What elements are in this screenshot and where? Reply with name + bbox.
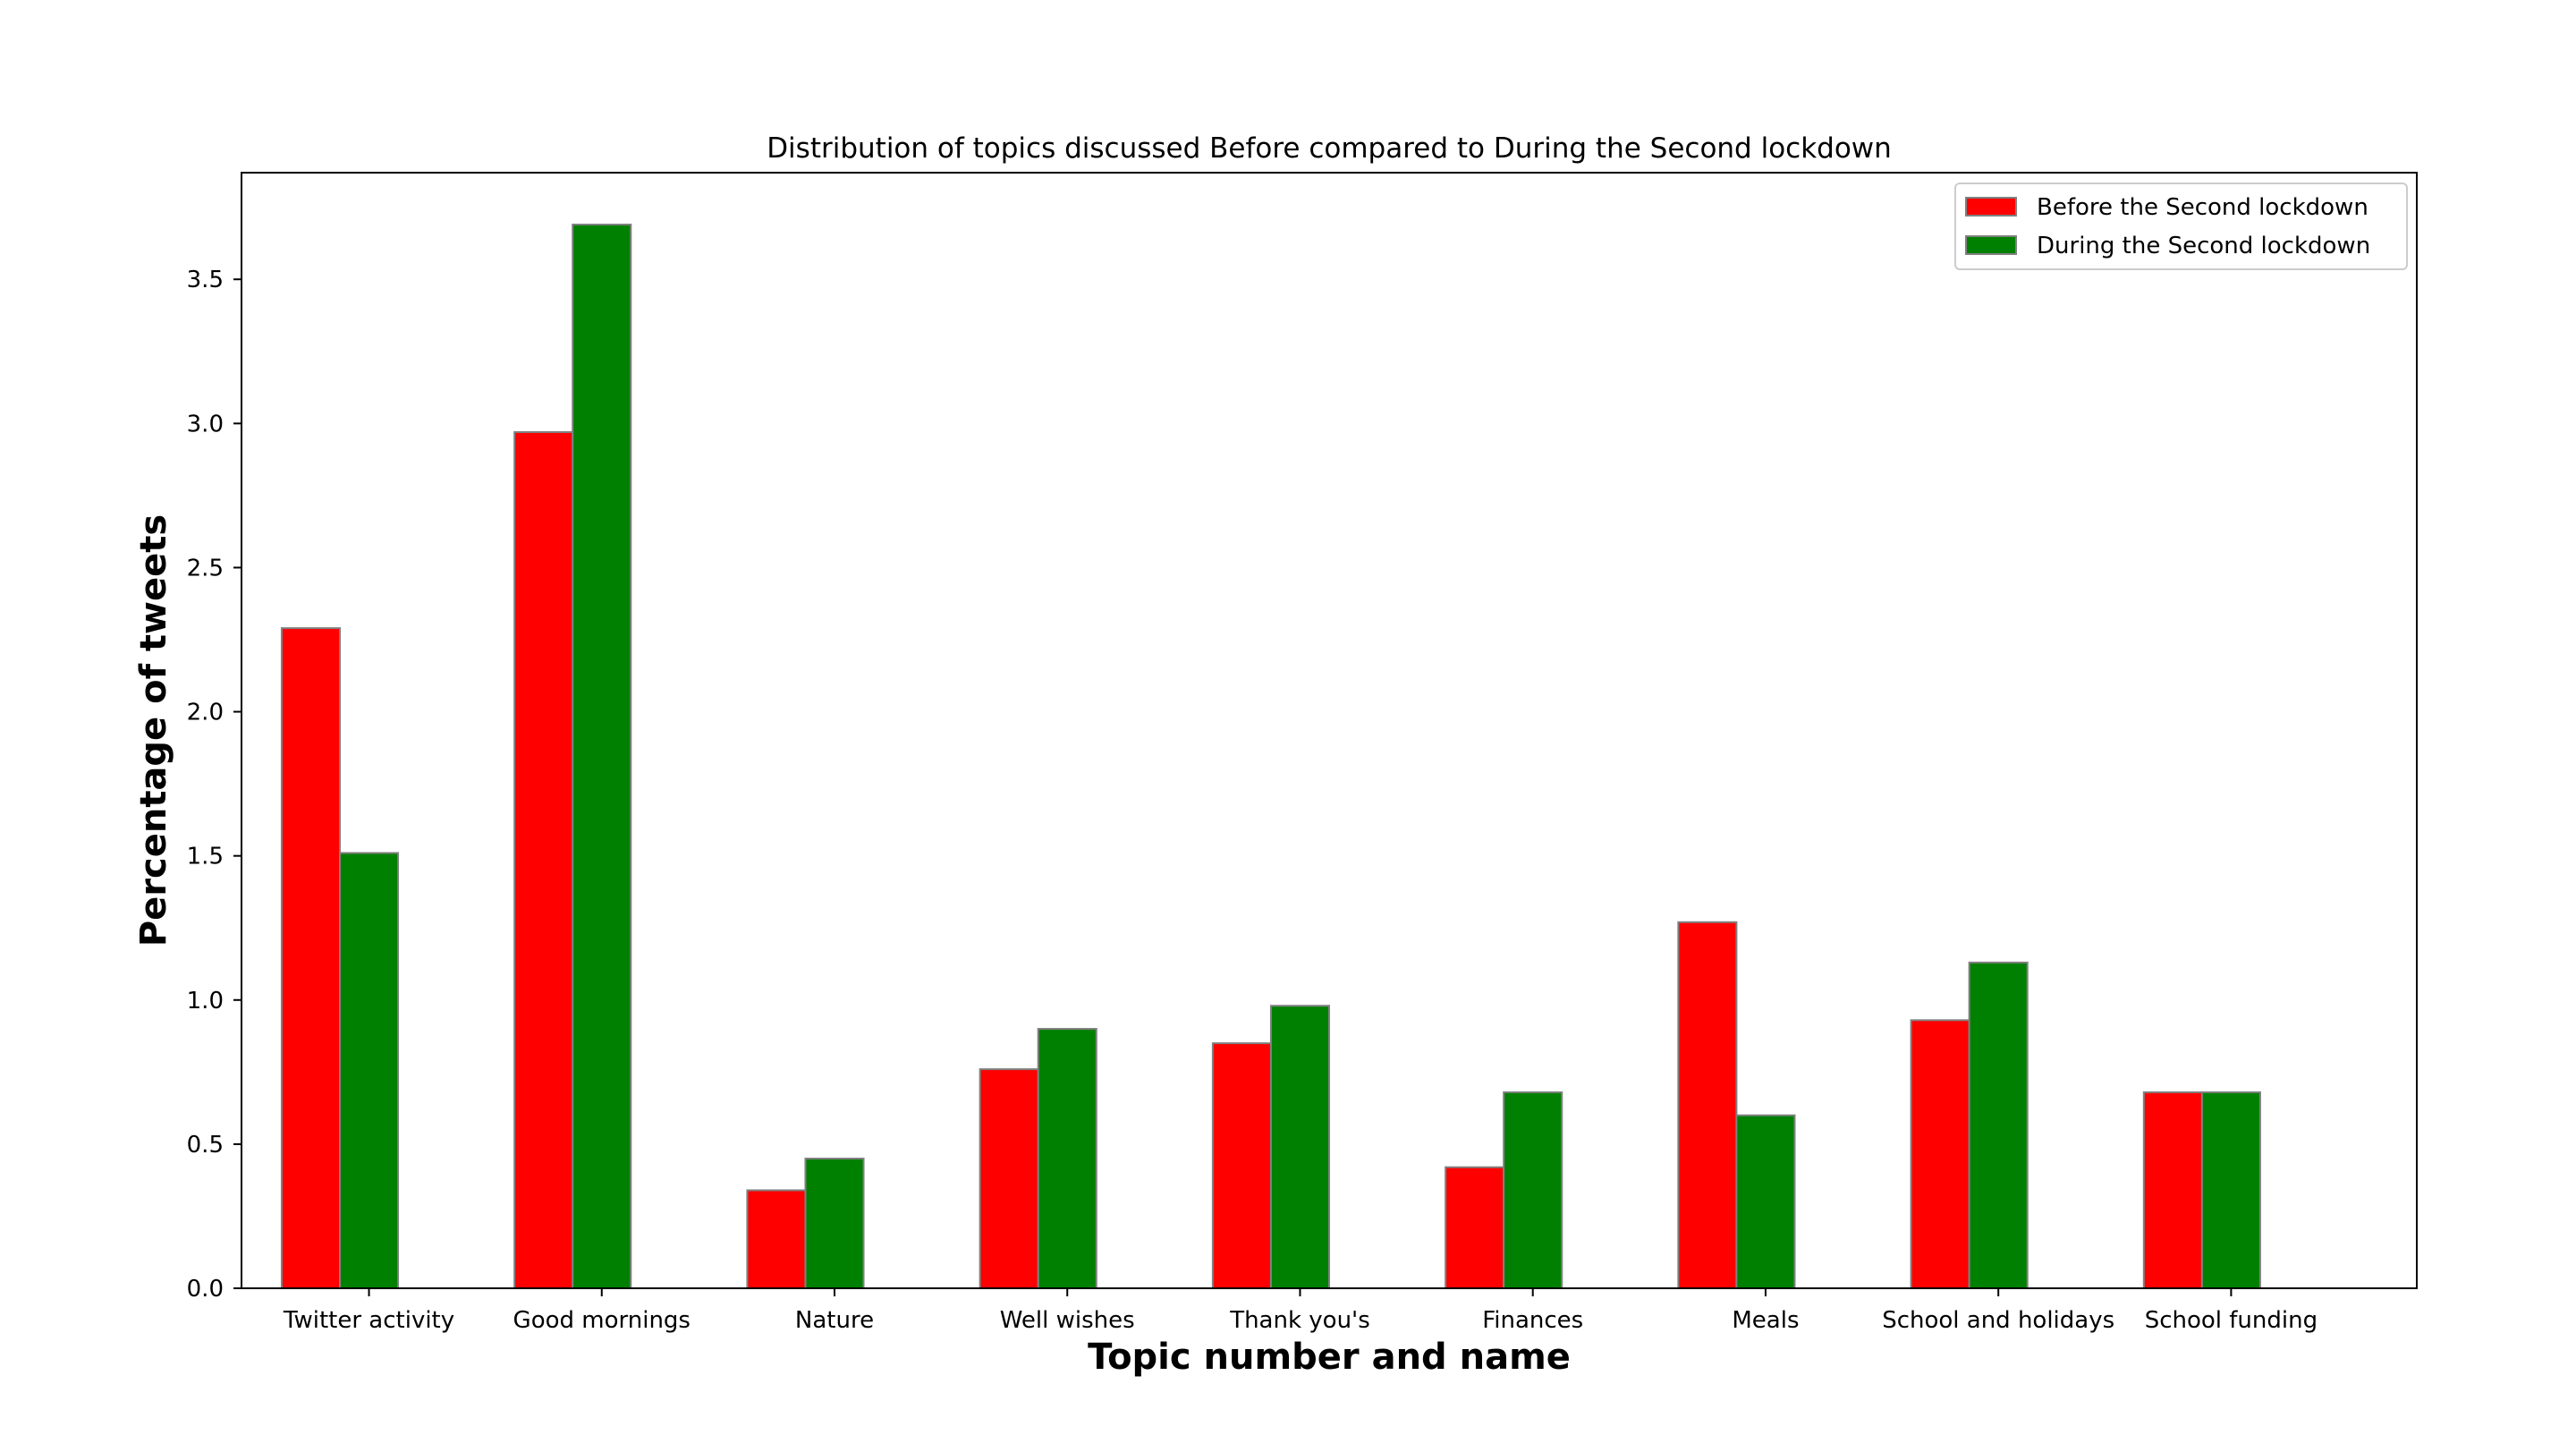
- y-tick-label: 3.5: [187, 267, 224, 293]
- bar-during-meals: [1735, 1114, 1796, 1289]
- bar-before-thank-you-s: [1211, 1042, 1272, 1289]
- y-tick-label: 0.5: [187, 1132, 224, 1159]
- legend: Before the Second lockdown During the Se…: [1954, 183, 2408, 270]
- legend-swatch-before: [1965, 197, 2017, 217]
- y-tick-label: 1.0: [187, 988, 224, 1015]
- y-tick-label: 1.5: [187, 844, 224, 870]
- bar-during-thank-you-s: [1269, 1005, 1331, 1289]
- x-tick-label: School funding: [2145, 1307, 2318, 1334]
- x-tick-label: Thank you's: [1229, 1307, 1370, 1334]
- y-tick-label: 0.0: [187, 1276, 224, 1303]
- x-tick-label: Meals: [1732, 1307, 1799, 1334]
- x-tick-label: Well wishes: [1000, 1307, 1135, 1334]
- chart-title: Distribution of topics discussed Before …: [767, 132, 1892, 165]
- bar-during-nature: [804, 1158, 865, 1289]
- bar-during-twitter-activity: [339, 852, 400, 1289]
- bar-during-finances: [1503, 1091, 1563, 1290]
- bar-during-school-and-holidays: [1968, 961, 2029, 1290]
- x-axis-ticks: Twitter activity Good mornings Nature Well …: [283, 1288, 2318, 1334]
- bar-before-twitter-activity: [280, 627, 342, 1289]
- y-axis-ticks: 0.0 0.5 1.0 1.5 2.0 2.5 3.0 3.5: [187, 267, 242, 1303]
- x-tick-label: Nature: [795, 1307, 874, 1334]
- bars-layer: [280, 224, 2261, 1290]
- x-axis-label: Topic number and name: [1088, 1337, 1571, 1378]
- bar-before-well-wishes: [979, 1068, 1039, 1289]
- bar-before-school-and-holidays: [1910, 1019, 1970, 1290]
- bar-before-nature: [746, 1189, 807, 1290]
- x-tick-label: School and holidays: [1882, 1307, 2114, 1334]
- x-tick-label: Good mornings: [513, 1307, 691, 1334]
- legend-swatch-during: [1965, 235, 2017, 255]
- legend-box: [1954, 183, 2408, 270]
- x-tick-label: Twitter activity: [283, 1307, 454, 1334]
- bar-before-school-funding: [2142, 1091, 2203, 1290]
- plot-frame: [241, 172, 2418, 1289]
- bar-during-good-mornings: [572, 224, 632, 1289]
- bar-before-good-mornings: [513, 431, 574, 1289]
- legend-label-during: During the Second lockdown: [2037, 233, 2370, 259]
- legend-label-before: Before the Second lockdown: [2037, 194, 2368, 221]
- y-tick-label: 3.0: [187, 411, 224, 437]
- y-tick-label: 2.0: [187, 700, 224, 726]
- x-tick-label: Finances: [1482, 1307, 1583, 1334]
- y-tick-label: 2.5: [187, 555, 224, 582]
- y-axis-label: Percentage of tweets: [133, 514, 174, 947]
- bar-before-finances: [1445, 1166, 1505, 1289]
- bar-before-meals: [1677, 921, 1738, 1290]
- bar-during-well-wishes: [1037, 1028, 1097, 1289]
- bar-during-school-funding: [2200, 1091, 2261, 1290]
